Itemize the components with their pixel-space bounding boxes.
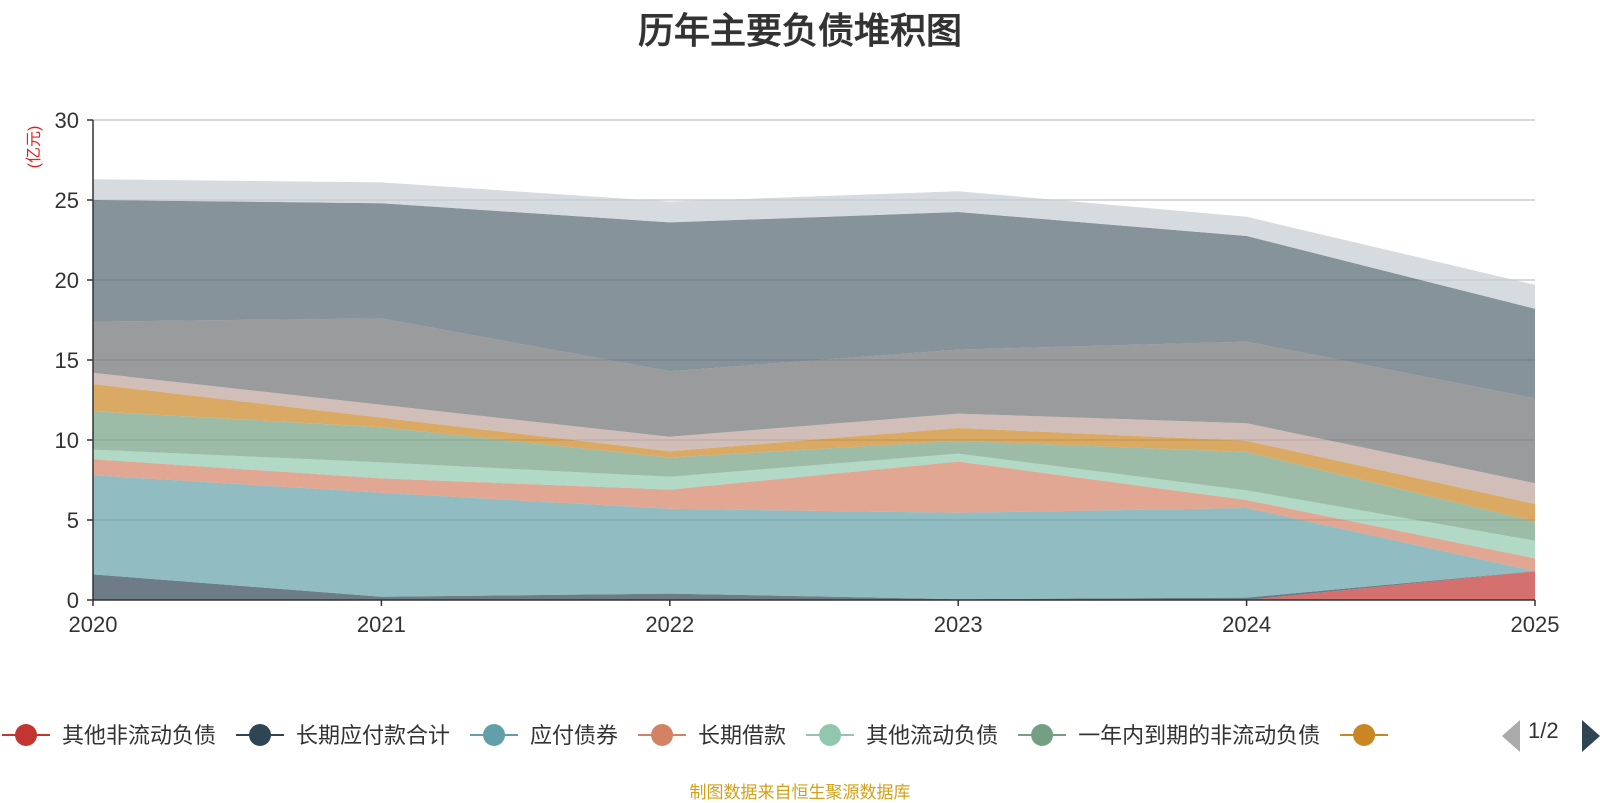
legend-marker-icon (15, 724, 37, 746)
area-series-10 (93, 179, 1535, 309)
area-series-3 (93, 459, 1535, 572)
legend-item[interactable]: 其他流动负债 (806, 723, 998, 748)
legend-item[interactable]: 应付债券 (470, 723, 618, 748)
legend-marker-icon (483, 724, 506, 746)
legend-marker-icon (1353, 724, 1376, 746)
legend-marker-icon (249, 724, 272, 746)
area-series-1 (93, 571, 1535, 600)
area-series (93, 179, 1535, 600)
legend-item[interactable] (1340, 724, 1389, 746)
legend-marker-icon (819, 724, 842, 746)
area-series-5 (93, 411, 1535, 541)
y-tick-label: 20 (55, 268, 79, 293)
area-series-7 (93, 372, 1535, 504)
chart-title: 历年主要负债堆积图 (637, 10, 962, 51)
y-tick-label: 10 (55, 428, 79, 453)
legend-item[interactable]: 其他非流动负债 (2, 723, 216, 748)
y-tick-label: 25 (55, 188, 79, 213)
area-series-0 (93, 571, 1535, 600)
area-series-8 (93, 318, 1535, 484)
legend-label: 应付债券 (530, 723, 618, 748)
legend-label: 其他非流动负债 (62, 723, 216, 748)
x-tick-label: 2020 (69, 612, 118, 637)
x-tick-label: 2025 (1511, 612, 1560, 637)
legend-prev-page-icon[interactable] (1502, 720, 1520, 752)
legend-item[interactable]: 一年内到期的非流动负债 (1018, 723, 1320, 748)
y-tick-label: 5 (67, 508, 79, 533)
legend-item[interactable]: 长期应付款合计 (236, 723, 450, 748)
source-note: 制图数据来自恒生聚源数据库 (689, 783, 911, 802)
legend-label: 其他流动负债 (866, 723, 998, 748)
x-tick-label: 2021 (357, 612, 406, 637)
legend-label: 长期借款 (698, 723, 786, 748)
y-tick-label: 15 (55, 348, 79, 373)
legend-marker-icon (651, 724, 674, 746)
legend-marker-icon (1031, 724, 1054, 746)
area-series-9 (93, 200, 1535, 399)
area-series-4 (93, 449, 1535, 559)
legend-label: 长期应付款合计 (296, 723, 450, 748)
legend: 其他非流动负债 长期应付款合计 应付债券 长期借款 其他流动负债 一年内到期的非流动负债 (2, 723, 1389, 748)
x-tick-label: 2023 (934, 612, 983, 637)
legend-page-indicator: 1/2 (1528, 718, 1559, 743)
legend-pager (1502, 720, 1600, 752)
x-tick-label: 2024 (1222, 612, 1271, 637)
x-tick-label: 2022 (645, 612, 694, 637)
y-tick-label: 0 (67, 588, 79, 613)
y-tick-label: 30 (55, 108, 79, 133)
legend-item[interactable]: 长期借款 (638, 723, 786, 748)
legend-next-page-icon[interactable] (1582, 720, 1600, 752)
area-series-2 (93, 475, 1535, 600)
legend-label: 一年内到期的非流动负债 (1078, 723, 1320, 748)
